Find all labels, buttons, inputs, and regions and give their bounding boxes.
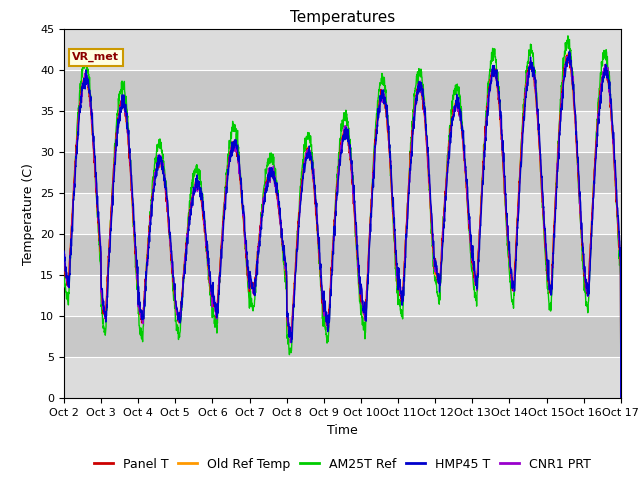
Bar [64,70,621,111]
Panel T [617,396,625,401]
Bar [64,234,621,275]
Old Ref Temp [584,285,591,291]
Old Ref Temp [504,240,512,246]
Panel T [358,301,366,307]
AM25T Ref [60,263,68,269]
HMP45 T [584,289,591,295]
HMP45 T [216,291,223,297]
Old Ref Temp [60,257,68,263]
Panel T [216,276,223,282]
HMP45 T [358,300,366,305]
Bar [64,193,621,234]
Old Ref Temp [216,274,223,280]
Panel T [564,52,572,58]
Line: CNR1 PRT: CNR1 PRT [64,56,621,398]
Bar [64,111,621,152]
AM25T Ref [617,396,625,401]
CNR1 PRT [358,302,366,308]
Panel T [568,73,575,79]
Line: AM25T Ref: AM25T Ref [64,36,621,398]
Old Ref Temp [358,302,366,308]
X-axis label: Time: Time [327,424,358,437]
AM25T Ref [564,33,572,39]
Line: HMP45 T: HMP45 T [64,51,621,398]
CNR1 PRT [568,77,575,83]
Bar [64,316,621,357]
CNR1 PRT [60,251,68,257]
Old Ref Temp [568,77,575,83]
Title: Temperatures: Temperatures [290,10,395,25]
HMP45 T [566,48,573,54]
AM25T Ref [371,140,378,146]
AM25T Ref [216,283,223,288]
CNR1 PRT [565,53,573,59]
AM25T Ref [358,322,366,328]
Line: Panel T: Panel T [64,55,621,398]
CNR1 PRT [216,274,223,280]
AM25T Ref [504,253,512,259]
Bar [64,152,621,193]
Panel T [60,252,68,258]
CNR1 PRT [371,156,378,162]
Y-axis label: Temperature (C): Temperature (C) [22,163,35,264]
Line: Old Ref Temp: Old Ref Temp [64,54,621,398]
CNR1 PRT [504,237,512,243]
Panel T [584,289,591,295]
Bar [64,357,621,398]
HMP45 T [371,161,378,167]
CNR1 PRT [617,396,625,401]
HMP45 T [60,248,68,254]
Old Ref Temp [564,51,572,57]
Legend: Panel T, Old Ref Temp, AM25T Ref, HMP45 T, CNR1 PRT: Panel T, Old Ref Temp, AM25T Ref, HMP45 … [89,453,596,476]
HMP45 T [617,396,625,401]
AM25T Ref [568,64,575,70]
HMP45 T [504,233,512,239]
Old Ref Temp [371,149,378,155]
Old Ref Temp [617,396,625,401]
Bar [64,275,621,316]
Bar [64,29,621,70]
Panel T [371,149,378,155]
CNR1 PRT [584,288,591,294]
AM25T Ref [584,302,591,308]
Panel T [504,238,512,244]
HMP45 T [568,65,575,71]
Text: VR_met: VR_met [72,52,119,62]
